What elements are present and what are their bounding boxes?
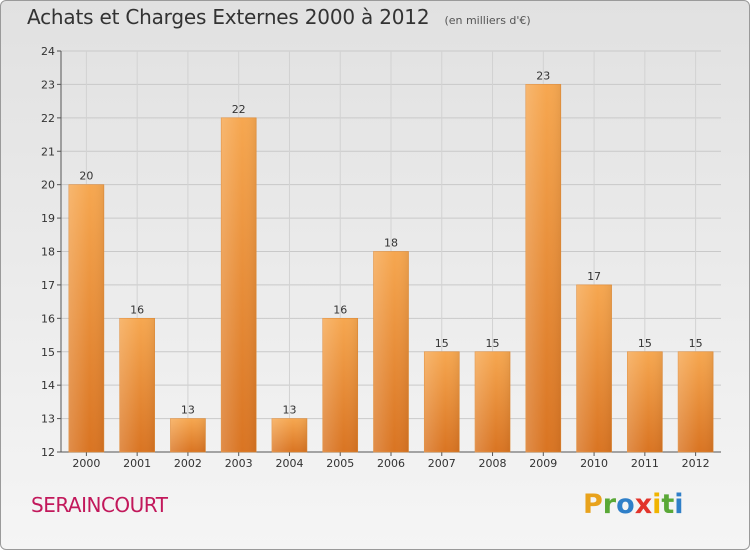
bar-shading [170,418,206,452]
x-tick-label: 2008 [479,457,507,470]
x-tick-label: 2000 [72,457,100,470]
chart-title: Achats et Charges Externes 2000 à 2012 [27,5,430,29]
bar-shading [373,251,409,452]
bar-shading [678,351,714,452]
logo-letter: P [583,489,603,520]
bar-value-label: 15 [638,337,652,350]
x-tick-label: 2011 [631,457,659,470]
y-tick-label: 19 [41,212,55,225]
chart-title-block: Achats et Charges Externes 2000 à 2012 (… [27,5,531,29]
x-tick-label: 2003 [225,457,253,470]
x-tick-label: 2010 [580,457,608,470]
y-tick-label: 17 [41,279,55,292]
y-tick-label: 23 [41,78,55,91]
bar-shading [424,351,460,452]
logo-letter: x [634,489,653,520]
bar-shading [525,84,561,453]
y-tick-label: 22 [41,112,55,125]
logo-letter: t [661,489,675,520]
x-tick-label: 2005 [326,457,354,470]
bar-value-label: 13 [181,404,195,417]
logo-letter: r [602,489,617,520]
bar-shading [271,418,307,452]
bar-value-label: 15 [689,337,703,350]
y-tick-label: 14 [41,379,55,392]
y-tick-label: 16 [41,312,55,325]
y-tick-label: 15 [41,346,55,359]
logo-letter: i [652,489,662,520]
bar-shading [627,351,663,452]
axis-layer: 12 13 14 15 16 17 18 19 20 21 22 23 24 2000 2001 2002 20… [41,45,721,470]
x-tick-label: 2006 [377,457,405,470]
logo-letter: i [674,489,684,520]
y-tick-label: 18 [41,246,55,259]
x-tick-label: 2012 [682,457,710,470]
bar-layer [68,84,714,453]
x-tick-label: 2007 [428,457,456,470]
x-tick-label: 2002 [174,457,202,470]
logo-letter: o [616,489,635,520]
bar-value-label: 22 [232,103,246,116]
bar-value-label: 23 [536,69,550,82]
y-tick-label: 24 [41,45,55,58]
chart-unit: (en milliers d'€) [444,14,531,27]
y-tick-label: 20 [41,179,55,192]
bar-value-label: 15 [486,337,500,350]
bar-value-label: 16 [333,303,347,316]
y-tick-label: 21 [41,145,55,158]
bar-value-label: 13 [282,404,296,417]
bar-shading [576,284,612,452]
bar-value-label: 20 [79,170,93,183]
bar-value-label: 17 [587,270,601,283]
x-tick-label: 2009 [529,457,557,470]
x-tick-label: 2004 [275,457,303,470]
bar-shading [68,184,104,452]
bar-shading [475,351,511,452]
bar-shading [119,318,155,452]
x-tick-label: 2001 [123,457,151,470]
commune-name: SERAINCOURT [31,493,168,517]
bar-shading [221,117,257,452]
bar-value-label: 15 [435,337,449,350]
y-tick-label: 12 [41,446,55,459]
y-tick-label: 13 [41,413,55,426]
proxiti-logo[interactable]: Proxiti [583,489,684,520]
bar-shading [322,318,358,452]
bar-value-label: 18 [384,237,398,250]
bar-value-label: 16 [130,303,144,316]
label-layer: 20 16 13 22 13 16 18 15 15 23 17 15 15 [79,69,702,416]
